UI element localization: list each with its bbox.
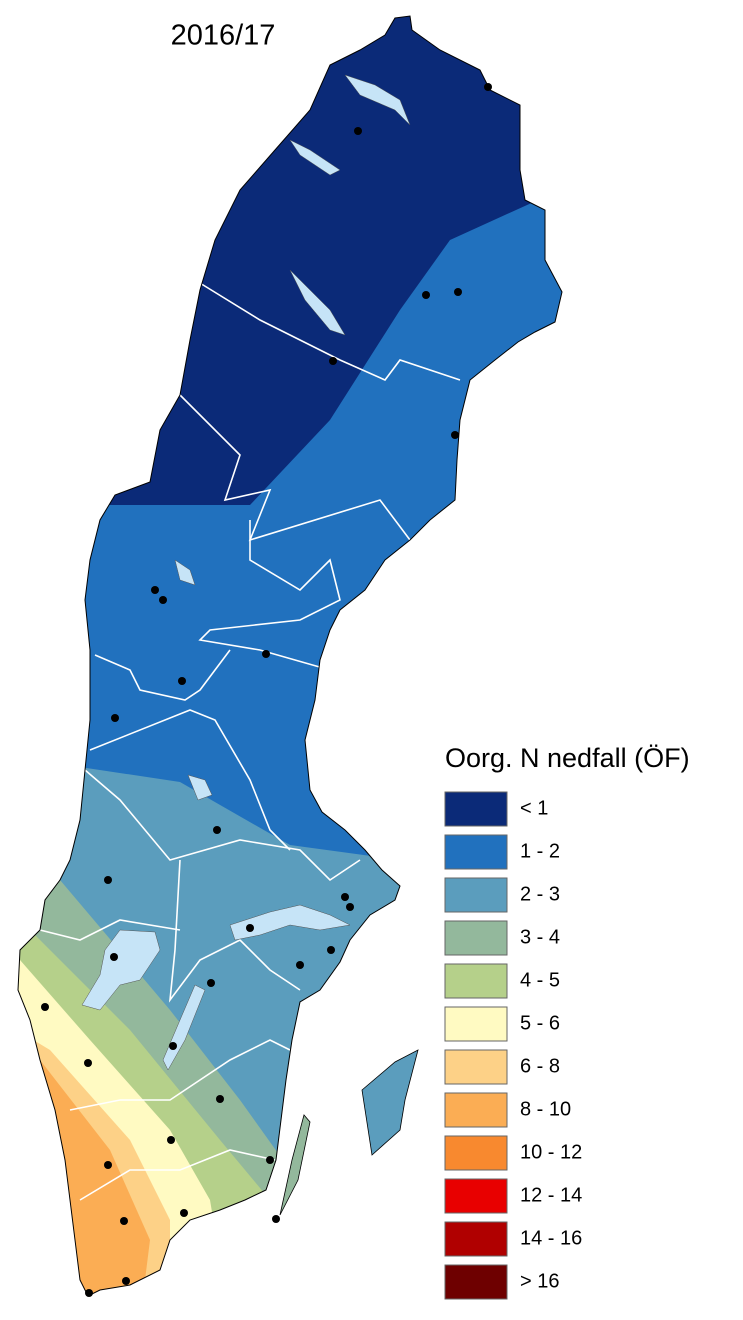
legend-label: 4 - 5 [520,969,560,991]
county-border [79,1149,276,1201]
legend-label: 12 - 14 [520,1184,582,1206]
station [110,953,118,961]
county-border [84,769,361,882]
station [216,1095,224,1103]
station [346,903,354,911]
station [167,1136,175,1144]
county-border [39,919,181,941]
station [296,961,304,969]
lake [187,774,213,801]
station [354,127,362,135]
legend-label: 14 - 16 [520,1227,582,1249]
lake [289,269,346,336]
station [329,357,337,365]
legend-swatch [444,920,508,956]
legend-label: < 1 [520,797,548,819]
station [41,1003,49,1011]
lake [229,904,351,941]
station [341,893,349,901]
legend: < 1 1 - 2 2 - 3 3 - 4 4 - 5 5 - 6 6 - 8 8 - 10 1… [444,791,582,1300]
legend-swatch [444,1006,508,1042]
station [151,586,159,594]
station [104,876,112,884]
legend-label: > 16 [520,1270,559,1292]
legend-swatch [444,1135,508,1171]
station [454,288,462,296]
legend-swatch [444,1092,508,1128]
county-border [179,394,411,542]
county-border [198,520,341,671]
legend-label: 3 - 4 [520,926,560,948]
legend-swatch [444,1178,508,1214]
oland [279,1114,311,1216]
station [122,1277,130,1285]
station [104,1161,112,1169]
legend-label: 10 - 12 [520,1141,582,1163]
legend-swatch [444,1264,508,1300]
station [327,946,335,954]
county-border [194,279,461,381]
legend-label: 5 - 6 [520,1012,560,1034]
station [484,83,492,91]
legend-title: Oorg. N nedfall (ÖF) [445,743,690,773]
lake [174,559,196,586]
county-border [89,709,291,851]
stations [41,83,492,1297]
station [120,1217,128,1225]
map-title: 2016/17 [171,20,276,52]
station [159,596,167,604]
legend-swatch [444,963,508,999]
legend-swatch [444,834,508,870]
legend-swatch [444,791,508,827]
station [111,714,119,722]
legend-label: 6 - 8 [520,1055,560,1077]
county-border [168,859,301,1003]
legend-label: 8 - 10 [520,1098,571,1120]
legend-label: 2 - 3 [520,883,560,905]
legend-label: 1 - 2 [520,840,560,862]
gotland [361,1049,419,1156]
lake [289,139,341,176]
station [84,1059,92,1067]
legend-swatch [444,877,508,913]
legend-swatch [444,1049,508,1085]
county-border [69,1039,291,1111]
station [207,979,215,987]
station [178,677,186,685]
station [451,431,459,439]
station [266,1156,274,1164]
station [246,924,254,932]
station [422,291,430,299]
station [180,1209,188,1217]
station [213,826,221,834]
lake [81,929,161,1011]
station [262,650,270,658]
county-border [94,649,231,701]
lake [344,74,411,126]
station [85,1289,93,1297]
station [169,1042,177,1050]
station [272,1215,280,1223]
legend-swatch [444,1221,508,1257]
